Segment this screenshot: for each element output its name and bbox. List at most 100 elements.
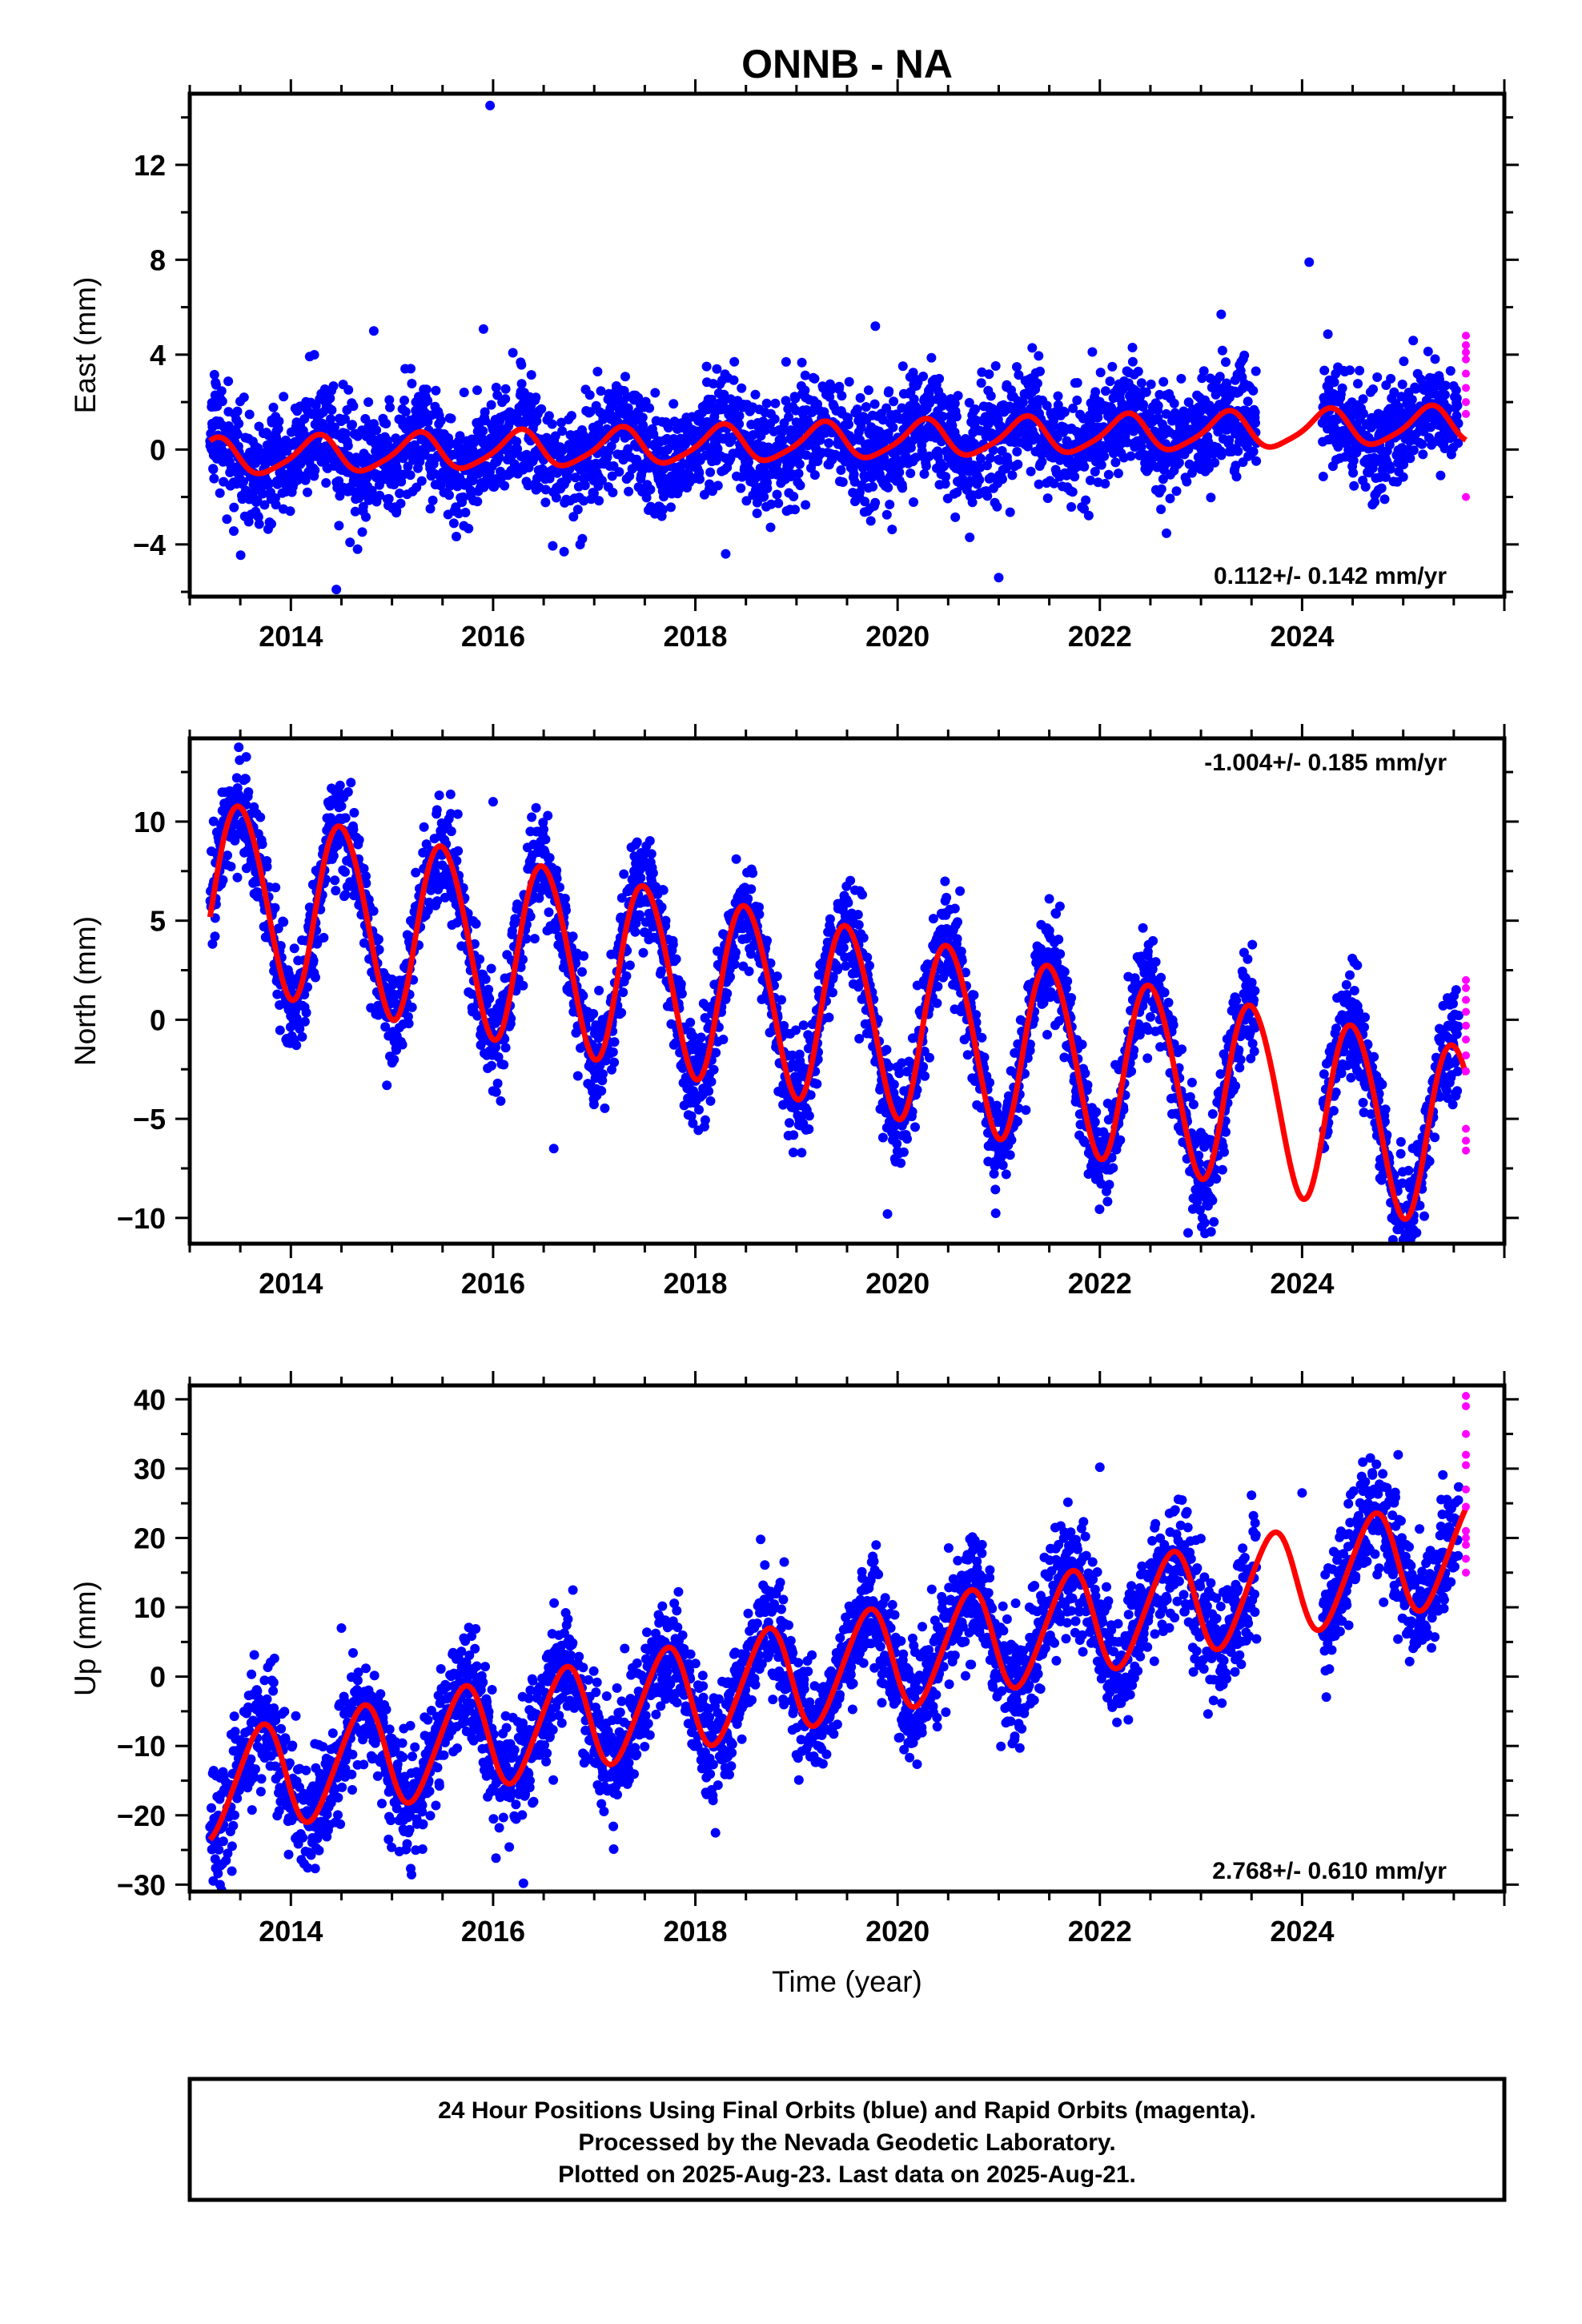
east-data-point	[244, 409, 255, 420]
east-data-point	[809, 470, 820, 480]
east-data-point	[868, 481, 878, 492]
north-data-point	[480, 974, 491, 984]
east-data-point	[836, 465, 846, 475]
east-data-point	[1408, 336, 1419, 346]
east-outlier-point	[368, 326, 379, 336]
east-data-point	[1171, 486, 1182, 497]
east-data-point	[209, 473, 219, 484]
east-data-point	[1048, 416, 1058, 426]
east-data-point	[706, 394, 717, 404]
east-data-point	[650, 388, 661, 398]
north-data-point	[746, 884, 757, 895]
east-data-point	[938, 412, 948, 422]
east-data-point	[548, 541, 558, 551]
east-data-point	[766, 499, 777, 509]
east-data-point	[1162, 528, 1171, 538]
north-data-point	[621, 971, 632, 981]
east-data-point	[557, 426, 568, 436]
east-data-point	[400, 407, 411, 417]
east-data-point	[396, 498, 406, 509]
east-data-point	[239, 392, 249, 403]
east-data-point	[1034, 479, 1044, 489]
east-outlier-point	[994, 573, 1004, 583]
north-data-point	[234, 742, 244, 753]
east-data-point	[897, 483, 908, 493]
east-data-point	[273, 424, 283, 434]
north-data-point	[677, 988, 687, 999]
east-data-point	[1423, 346, 1433, 356]
east-data-point	[800, 370, 810, 380]
east-data-point	[926, 352, 937, 363]
east-data-point	[909, 394, 919, 404]
east-data-point	[674, 484, 685, 494]
north-data-point	[588, 1100, 599, 1110]
north-data-point	[529, 934, 540, 944]
east-data-point	[777, 436, 788, 446]
north-data-point	[572, 1071, 583, 1081]
east-data-point	[852, 404, 862, 415]
east-data-point	[407, 379, 417, 388]
east-data-point	[579, 496, 589, 506]
east-data-point	[950, 398, 960, 408]
east-data-point	[384, 395, 395, 405]
east-data-point	[596, 476, 607, 485]
east-data-point	[526, 370, 536, 380]
east-data-point	[1318, 472, 1328, 481]
east-data-point	[736, 483, 746, 493]
east-data-point	[759, 492, 769, 502]
east-data-point	[623, 444, 633, 454]
north-data-point	[671, 954, 681, 964]
north-data-point	[368, 906, 379, 916]
north-data-point	[486, 963, 496, 974]
north-data-point	[299, 1016, 310, 1027]
north-data-point	[630, 927, 640, 937]
north-data-point	[777, 995, 786, 1005]
east-data-point	[658, 505, 668, 515]
east-data-point	[1103, 469, 1114, 480]
east-data-point	[877, 415, 888, 425]
east-data-point	[1221, 357, 1231, 368]
east-data-point	[1005, 507, 1015, 517]
east-data-point	[734, 419, 745, 429]
north-data-point	[609, 1037, 620, 1047]
east-data-point	[217, 396, 227, 407]
east-data-point	[1081, 495, 1091, 505]
east-data-point	[781, 396, 791, 406]
east-data-point	[406, 364, 416, 374]
east-data-point	[460, 508, 471, 517]
east-data-point	[1216, 450, 1227, 460]
east-data-point	[1087, 347, 1098, 357]
east-data-point	[531, 392, 541, 403]
east-ytick-label: 12	[134, 149, 166, 182]
east-data-point	[1174, 457, 1184, 468]
east-data-point	[1037, 456, 1047, 467]
east-data-point	[644, 403, 655, 413]
east-data-point	[494, 452, 504, 462]
east-data-point	[713, 444, 723, 454]
east-data-point	[1156, 505, 1166, 514]
east-data-point	[1452, 400, 1463, 411]
east-data-point	[844, 376, 854, 387]
east-data-point	[837, 477, 848, 487]
north-data-point	[471, 919, 481, 929]
north-data-point	[331, 886, 341, 896]
east-ytick-label: 0	[150, 433, 166, 466]
east-data-point	[762, 483, 773, 493]
east-data-point	[666, 502, 676, 513]
east-data-point	[400, 396, 409, 405]
east-data-point	[1127, 343, 1138, 352]
east-data-point	[1100, 479, 1110, 489]
east-data-point	[478, 324, 488, 334]
east-data-point	[976, 453, 986, 464]
east-data-point	[321, 478, 331, 488]
east-data-point	[428, 495, 438, 505]
east-data-point	[825, 392, 835, 402]
east-data-point	[1217, 345, 1227, 356]
east-data-point	[793, 468, 804, 479]
north-data-point	[311, 972, 320, 983]
east-data-point	[849, 469, 859, 480]
east-data-point	[1127, 356, 1138, 367]
east-data-point	[1206, 493, 1216, 503]
east-data-point	[1239, 350, 1250, 360]
east-rate-label: 0.112+/- 0.142 mm/yr	[1214, 563, 1447, 589]
